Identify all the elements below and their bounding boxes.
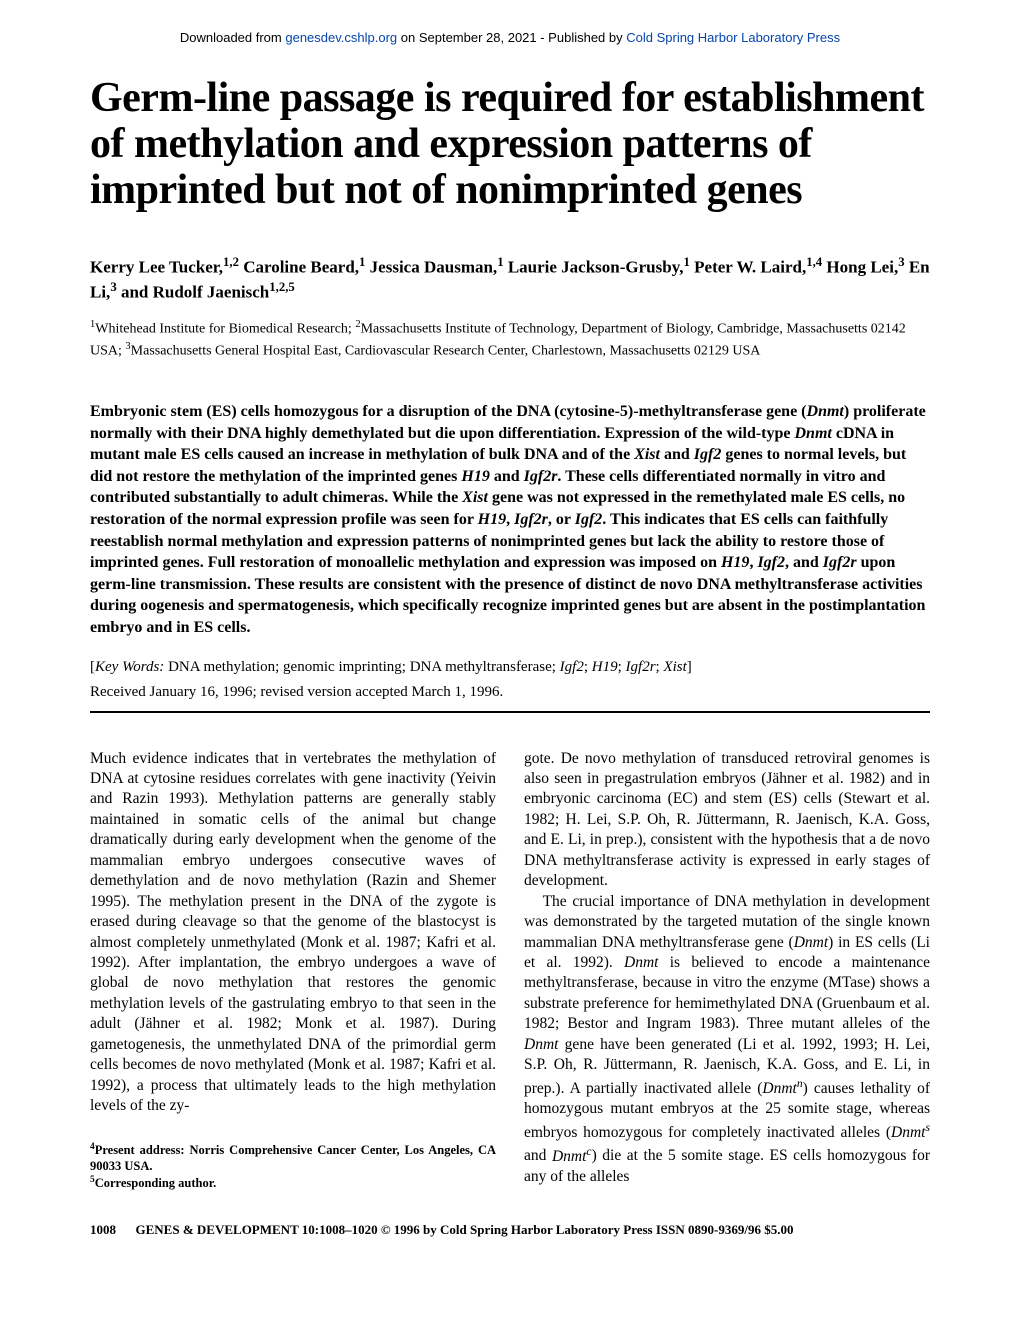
banner-link-cshl[interactable]: Cold Spring Harbor Laboratory Press: [626, 30, 840, 45]
received-line: Received January 16, 1996; revised versi…: [90, 684, 930, 701]
right-column: gote. De novo methylation of transduced …: [524, 749, 930, 1192]
abstract: Embryonic stem (ES) cells homozygous for…: [90, 401, 930, 639]
author-list: Kerry Lee Tucker,1,2 Caroline Beard,1 Je…: [90, 254, 930, 305]
separator-rule: [90, 711, 930, 713]
body-columns: Much evidence indicates that in vertebra…: [90, 749, 930, 1192]
keywords: [Key Words: DNA methylation; genomic imp…: [90, 659, 930, 676]
footnotes: 4Present address: Norris Comprehensive C…: [90, 1141, 496, 1192]
footer-citation: GENES & DEVELOPMENT 10:1008–1020 © 1996 …: [136, 1222, 794, 1237]
body-paragraph: gote. De novo methylation of transduced …: [524, 749, 930, 892]
left-column: Much evidence indicates that in vertebra…: [90, 749, 496, 1192]
page: Downloaded from genesdev.cshlp.org on Se…: [0, 0, 1020, 1278]
body-paragraph: The crucial importance of DNA methylatio…: [524, 892, 930, 1188]
download-banner: Downloaded from genesdev.cshlp.org on Se…: [90, 30, 930, 45]
affiliations: 1Whitehead Institute for Biomedical Rese…: [90, 318, 930, 361]
banner-prefix: Downloaded from: [180, 30, 286, 45]
body-paragraph: Much evidence indicates that in vertebra…: [90, 749, 496, 1117]
article-title: Germ-line passage is required for establ…: [90, 75, 930, 214]
page-footer: 1008 GENES & DEVELOPMENT 10:1008–1020 © …: [90, 1222, 930, 1238]
page-number: 1008: [90, 1222, 116, 1237]
banner-link-genesdev[interactable]: genesdev.cshlp.org: [285, 30, 397, 45]
banner-mid: on September 28, 2021 - Published by: [397, 30, 626, 45]
